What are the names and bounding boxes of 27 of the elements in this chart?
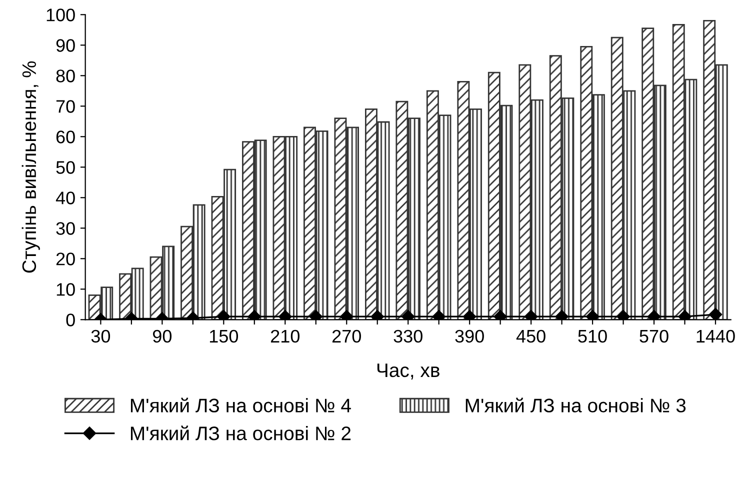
x-tick-label: 330 (394, 330, 422, 343)
y-tick-label: 60 (56, 130, 75, 144)
y-tick-label: 90 (56, 39, 75, 52)
y-tick-label: 10 (56, 283, 75, 296)
legend-label: М'який ЛЗ на основі № 4 (130, 398, 351, 412)
x-tick-label: 390 (455, 330, 484, 343)
y-axis-title: Ступінь вивільнення, % (22, 61, 40, 273)
y-tick-label: 80 (56, 70, 75, 82)
y-tick-label: 70 (56, 100, 75, 113)
x-tick-label: 30 (91, 330, 110, 343)
x-tick-label: 1440 (696, 330, 735, 343)
legend-label: М'який ЛЗ на основі № 2 (130, 426, 351, 440)
x-axis-title: Час, хв (377, 364, 440, 380)
y-tick-label: 30 (56, 222, 75, 235)
x-tick-label: 570 (640, 330, 668, 343)
y-tick-label: 100 (46, 8, 75, 22)
y-tick-label: 40 (56, 192, 75, 204)
x-tick-label: 210 (270, 330, 300, 343)
legend-label: М'який ЛЗ на основі № 3 (466, 398, 686, 412)
y-tick-label: 50 (56, 161, 75, 174)
x-tick-label: 510 (578, 330, 607, 343)
y-tick-label: 0 (66, 314, 75, 326)
x-tick-label: 90 (152, 330, 172, 343)
x-tick-label: 450 (516, 330, 546, 343)
y-tick-label: 20 (56, 252, 75, 266)
x-tick-label: 150 (210, 330, 238, 343)
x-tick-label: 270 (332, 330, 361, 343)
